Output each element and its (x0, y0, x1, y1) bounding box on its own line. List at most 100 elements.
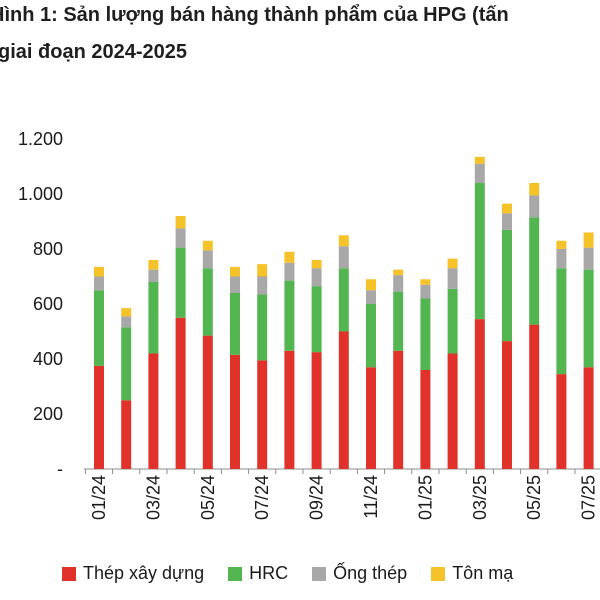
bar-segment-ton-ma (556, 240, 567, 249)
bar-segment-thep-xay-dung (257, 360, 268, 469)
bar-segment-thep-xay-dung (148, 353, 159, 469)
bar-segment-ong-thep (393, 275, 404, 292)
bar-segment-thep-xay-dung (202, 335, 213, 469)
y-tick-label: 800 (33, 239, 63, 259)
legend-item-ong-thep: Ống thép (312, 563, 407, 584)
bar-segment-ong-thep (175, 228, 186, 248)
bar-segment-ton-ma (202, 240, 213, 251)
stacked-bar-chart: - 200 400 600 800 1.000 1.200 01/24 03/24 05/24 07… (18, 129, 600, 520)
bar-segment-hrc (366, 304, 376, 368)
bar-segment-ong-thep (257, 276, 268, 295)
legend-label-ong-thep: Ống thép (333, 563, 408, 583)
x-tick-label: 05/24 (198, 475, 218, 520)
x-tick-label: 07/25 (579, 475, 599, 520)
bar-segment-thep-xay-dung (474, 319, 485, 469)
legend-item-ton-ma: Tôn mạ (431, 563, 513, 584)
bar-segment-hrc (420, 298, 431, 370)
bar-segment-ton-ma (583, 232, 594, 248)
legend-swatch-ton-ma (431, 566, 446, 581)
bar-segment-ong-thep (202, 250, 213, 269)
legend-item-thep-xay-dung: Thép xây dựng (62, 563, 204, 584)
bar-segment-hrc (230, 293, 240, 355)
legend-label-thep-xay-dung: Thép xây dựng (83, 563, 205, 583)
bar-segment-ton-ma (366, 279, 376, 291)
x-tick-label: 11/24 (361, 475, 381, 519)
bar-segment-ton-ma (311, 260, 322, 269)
bar-segment-hrc (175, 247, 186, 318)
bar-segment-ton-ma (502, 203, 512, 214)
bar-segment-ong-thep (583, 247, 594, 270)
x-tick-label: 01/25 (415, 475, 435, 520)
y-tick-label: 600 (33, 294, 63, 314)
bar-segment-ong-thep (502, 213, 512, 230)
chart-title: Hình 1: Sản lượng bán hàng thành phẩm củ… (0, 0, 600, 80)
bar-segment-thep-xay-dung (311, 352, 322, 469)
bar-segment-ong-thep (447, 268, 458, 289)
chart-legend: Thép xây dựng HRC Ống thép Tôn mạ (62, 563, 513, 584)
x-tick-label: 09/24 (307, 475, 327, 520)
bar-segment-ton-ma (474, 156, 485, 164)
bar-segment-hrc (393, 291, 404, 351)
legend-label-ton-ma: Tôn mạ (452, 563, 514, 583)
bar-segment-hrc (529, 217, 540, 325)
bar-segment-hrc (447, 288, 458, 354)
bar-segment-hrc (202, 268, 213, 336)
chart-title-line-1: Hình 1: Sản lượng bán hàng thành phẩm củ… (0, 4, 509, 26)
bar-segment-ton-ma (230, 266, 240, 277)
y-tick-label: 1.200 (18, 129, 63, 149)
bar-segment-thep-xay-dung (338, 331, 349, 469)
bar-segment-ong-thep (121, 316, 132, 328)
y-tick-label: 1.000 (18, 184, 63, 204)
bar-segment-thep-xay-dung (94, 365, 104, 469)
bar-segment-ong-thep (474, 163, 485, 183)
bar-segment-ong-thep (420, 284, 431, 299)
legend-swatch-ong-thep (312, 566, 327, 581)
bar-segment-ong-thep (338, 246, 349, 269)
bar-segment-ton-ma (393, 269, 404, 276)
bar-segment-ong-thep (230, 276, 240, 293)
bar-segment-thep-xay-dung (529, 324, 540, 469)
bar-segment-ton-ma (284, 251, 295, 263)
bar-segment-hrc (257, 294, 268, 361)
legend-item-hrc: HRC (228, 563, 288, 584)
bar-segment-thep-xay-dung (583, 367, 594, 469)
bar-segment-thep-xay-dung (556, 374, 567, 469)
y-tick-label: 400 (33, 349, 63, 369)
chart-title-line-2: giai đoạn 2024-2025 (0, 41, 187, 63)
bar-segment-ton-ma (94, 266, 104, 277)
bar-segment-ton-ma (420, 279, 431, 285)
bar-segment-hrc (474, 183, 485, 320)
bar-segment-hrc (556, 268, 567, 375)
bar-segment-hrc (284, 280, 295, 351)
bar-segment-thep-xay-dung (502, 341, 512, 469)
bar-segment-hrc (502, 229, 512, 342)
x-tick-label: 01/24 (89, 475, 109, 520)
bar-segment-thep-xay-dung (284, 350, 295, 469)
x-tick-label: 03/25 (470, 475, 490, 520)
bar-segment-thep-xay-dung (175, 317, 186, 469)
bar-segment-ton-ma (175, 216, 186, 229)
bar-segment-ton-ma (529, 183, 540, 196)
bar-segment-ong-thep (311, 268, 322, 287)
x-tick-label: 03/24 (143, 475, 163, 520)
bar-segment-thep-xay-dung (366, 367, 376, 469)
bar-segment-ton-ma (338, 235, 349, 247)
x-tick-label: 05/25 (524, 475, 544, 520)
legend-label-hrc: HRC (249, 563, 289, 583)
bar-segment-thep-xay-dung (447, 353, 458, 469)
bar-segment-ton-ma (447, 258, 458, 269)
legend-swatch-thep-xay-dung (62, 566, 76, 581)
bar-segment-hrc (94, 290, 104, 366)
bar-segment-hrc (121, 327, 132, 401)
bar-segment-ong-thep (94, 276, 104, 291)
bar-segment-thep-xay-dung (393, 350, 404, 469)
bar-segment-ong-thep (284, 262, 295, 281)
y-tick-label: 200 (33, 404, 63, 424)
bar-segment-ton-ma (121, 308, 132, 317)
bar-segment-hrc (338, 268, 349, 332)
bar-segment-ong-thep (529, 195, 540, 218)
x-tick-label: 07/24 (252, 475, 272, 520)
bar-segment-hrc (148, 282, 159, 354)
bar-segment-ton-ma (257, 264, 268, 277)
bar-segment-hrc (311, 286, 322, 353)
